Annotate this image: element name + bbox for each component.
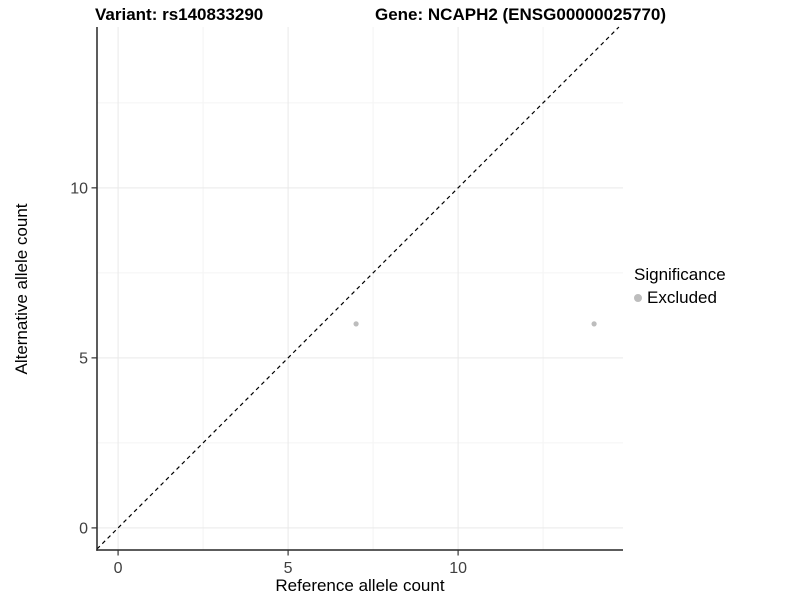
x-tick-label: 5: [284, 560, 293, 577]
y-tick-label: 5: [79, 350, 88, 367]
y-axis-label: Alternative allele count: [12, 203, 31, 375]
legend-item-excluded: Excluded: [632, 288, 726, 308]
x-axis-label: Reference allele count: [275, 576, 445, 595]
y-tick-label: 0: [79, 520, 88, 537]
legend: Significance Excluded: [632, 265, 726, 308]
legend-title: Significance: [634, 265, 726, 284]
legend-point-icon: [634, 294, 642, 302]
data-point: [591, 321, 597, 327]
y-tick-label: 10: [70, 180, 88, 197]
data-point: [353, 321, 359, 327]
plot-title-gene: Gene: NCAPH2 (ENSG00000025770): [375, 5, 667, 24]
legend-item-label: Excluded: [647, 288, 717, 307]
identity-line: [96, 26, 620, 550]
x-tick-label: 10: [449, 560, 467, 577]
plot-title-variant: Variant: rs140833290: [95, 5, 264, 24]
x-tick-label: 0: [114, 560, 123, 577]
